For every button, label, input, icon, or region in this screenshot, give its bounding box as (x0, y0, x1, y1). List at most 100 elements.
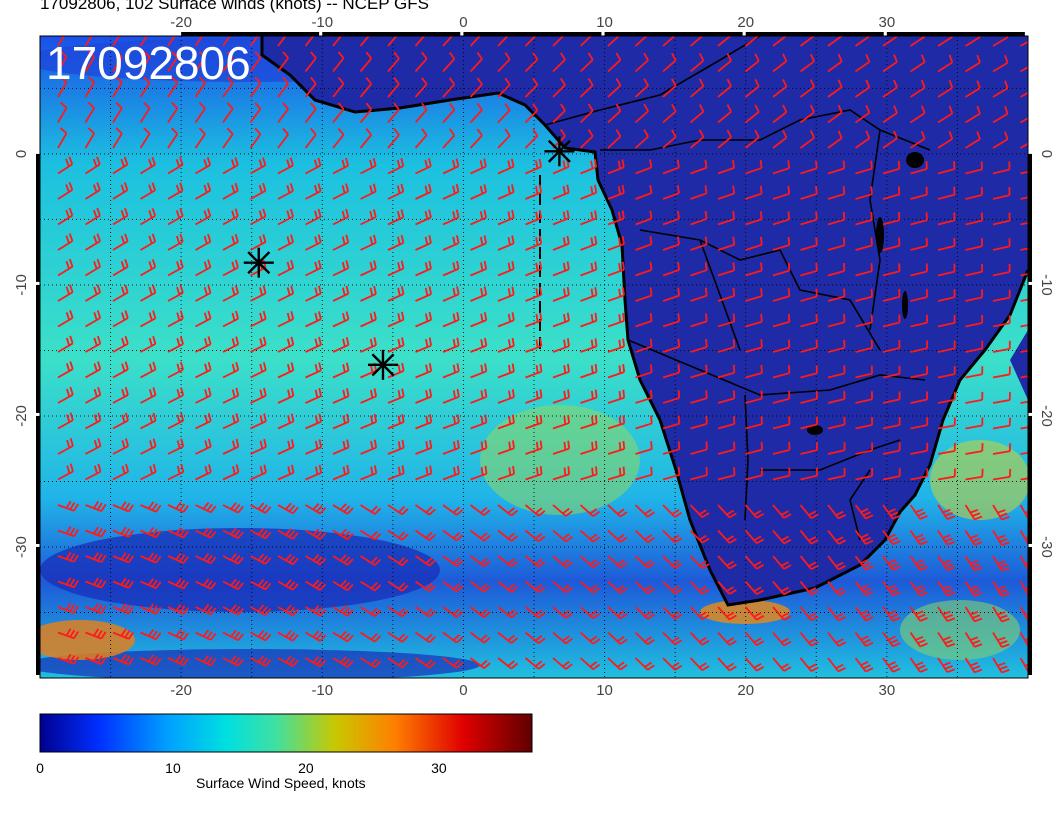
colorbar-tick-label: 0 (36, 760, 44, 776)
axis-bar (463, 32, 602, 36)
lake (807, 425, 823, 435)
wind-barb (662, 129, 677, 149)
wind-barb (717, 129, 732, 149)
wind-barb (607, 78, 622, 98)
wind-barb (112, 76, 123, 98)
wind-barb (579, 631, 601, 645)
wind-barb (387, 606, 409, 618)
wind-barb (112, 101, 123, 123)
wind-barb (497, 389, 515, 404)
wind-barb (222, 310, 239, 328)
wind-barb (167, 527, 189, 539)
wind-barb (827, 339, 846, 353)
wind-barb (277, 553, 299, 566)
wind-barb (112, 654, 134, 666)
wind-barb (607, 389, 626, 404)
wind-barb (305, 502, 327, 515)
wind-barb (690, 338, 708, 353)
wind-barb (744, 606, 765, 621)
wind-barb (525, 209, 543, 226)
wind-barb (85, 284, 102, 302)
wind-barb (662, 52, 677, 73)
wind-barb (937, 504, 956, 521)
wind-barb (525, 158, 542, 175)
wind-barb (662, 529, 683, 544)
wind-barb (964, 657, 983, 674)
wind-barb (112, 412, 129, 430)
wind-barb (937, 105, 954, 124)
wind-barb (524, 555, 546, 568)
wind-barb (250, 578, 272, 591)
wind-barb (305, 311, 322, 328)
lon-tick-label: 0 (459, 682, 467, 699)
wind-barb (580, 415, 598, 430)
wind-barb (141, 681, 161, 691)
wind-barb (249, 36, 259, 47)
wind-barb (442, 183, 460, 200)
wind-barb (360, 504, 382, 515)
moderate-wind-region (480, 405, 640, 515)
moderate-wind-region (930, 440, 1028, 520)
lon-tick-label: 20 (737, 682, 754, 699)
wind-barb (139, 36, 148, 47)
wind-barb (305, 157, 322, 175)
wind-barb (497, 440, 515, 455)
wind-barb (717, 313, 736, 328)
wind-barb (167, 51, 179, 72)
wind-barb (167, 102, 179, 123)
wind-barb (882, 54, 898, 73)
wind-barb (497, 337, 515, 353)
wind-barb (415, 158, 432, 175)
wind-barb (772, 104, 788, 124)
wind-barb (552, 363, 570, 379)
wind-barb (250, 655, 272, 667)
wind-barb (552, 184, 570, 200)
axis-bar (886, 32, 1025, 36)
wind-barb (937, 212, 956, 226)
wind-barb (717, 211, 736, 226)
wind-barb (277, 208, 294, 226)
wind-barb (497, 606, 519, 619)
wind-barb (882, 36, 898, 47)
wind-barb (745, 236, 763, 251)
wind-barb (552, 210, 570, 226)
wind-barb (854, 130, 871, 149)
wind-barb (332, 285, 350, 302)
wind-barb (222, 413, 240, 430)
wind-barb (910, 289, 928, 302)
wind-barb (689, 631, 710, 646)
wind-barb (195, 604, 217, 616)
wind-barb (854, 54, 871, 73)
wind-barb (195, 387, 212, 404)
wind-barb (855, 237, 873, 251)
wind-barb (937, 80, 954, 98)
wind-barb (607, 261, 625, 277)
wind-barb (937, 632, 956, 648)
wind-barb (717, 339, 736, 353)
wind-barb (772, 467, 791, 481)
wind-barb (772, 580, 792, 596)
wind-barb (937, 238, 956, 251)
wind-barb (414, 657, 436, 669)
wind-barb (414, 504, 436, 516)
wind-barb (524, 52, 539, 73)
lat-tick-label: -20 (13, 405, 30, 427)
wind-barb (470, 414, 488, 430)
wind-barb (882, 314, 901, 328)
wind-barb (497, 529, 519, 542)
wind-barb (112, 36, 121, 47)
wind-barb (662, 415, 681, 430)
wind-barb (662, 36, 676, 47)
wind-barb (250, 208, 267, 226)
wind-barb (359, 102, 372, 124)
wind-barb (139, 127, 151, 149)
wind-barb (718, 684, 736, 697)
wind-barb (937, 263, 956, 277)
wind-barb (442, 631, 464, 644)
wind-barb (855, 160, 873, 175)
wind-barb (85, 526, 107, 538)
wind-barb (580, 235, 598, 251)
wind-barb (525, 184, 543, 200)
wind-barb (965, 315, 984, 328)
wind-barb (167, 438, 185, 455)
